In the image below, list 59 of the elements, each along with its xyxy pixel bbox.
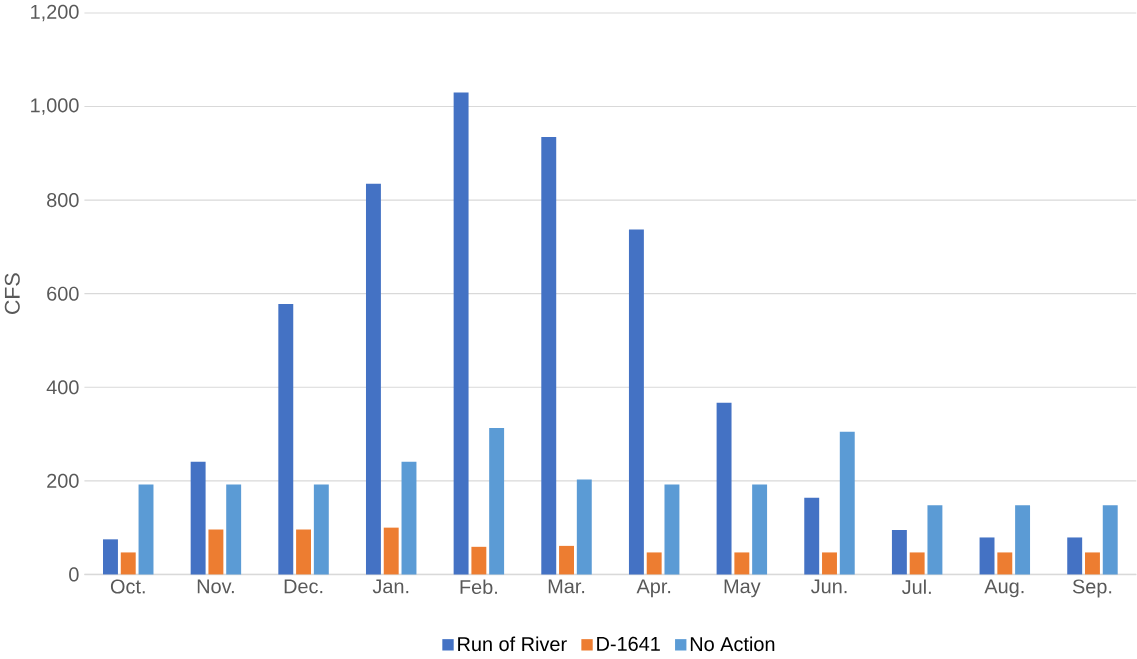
y-tick-label: 1,000 <box>31 98 79 115</box>
bar <box>646 552 662 575</box>
x-tick-label: Sep. <box>1072 579 1112 598</box>
y-tick-label: 600 <box>47 286 79 301</box>
bar <box>716 402 732 575</box>
bar <box>927 505 943 575</box>
bar <box>541 137 557 575</box>
bar <box>453 92 469 575</box>
bar <box>804 497 820 575</box>
bar <box>1085 552 1100 575</box>
y-tick-label: 400 <box>46 380 79 395</box>
bar <box>226 484 242 575</box>
y-axis-title: CFS <box>4 273 20 315</box>
bar <box>190 461 206 575</box>
bar <box>138 484 154 575</box>
bar <box>822 552 837 575</box>
x-tick-label: Oct. <box>110 579 145 594</box>
bar <box>997 552 1013 575</box>
x-tick-label: Feb. <box>460 579 497 595</box>
x-tick-label: Apr. <box>636 579 671 598</box>
bar <box>489 428 505 575</box>
x-tick-label: May <box>724 579 761 598</box>
bar <box>576 479 592 575</box>
legend-label: Run of River <box>458 636 567 652</box>
bar <box>103 539 118 575</box>
bar <box>208 529 224 575</box>
bar <box>839 431 855 575</box>
bar <box>1067 537 1083 575</box>
bar <box>664 484 680 575</box>
bar <box>891 530 907 575</box>
y-tick-label: 800 <box>47 193 79 208</box>
bar <box>628 229 644 575</box>
bar <box>401 461 417 575</box>
x-tick-label: Jun. <box>811 579 847 594</box>
bar <box>734 552 750 575</box>
bar <box>296 529 312 575</box>
bar <box>909 552 925 575</box>
bar <box>1015 505 1031 575</box>
y-tick-label: 200 <box>47 473 79 489</box>
bar <box>313 484 329 575</box>
x-tick-label: Jul. <box>901 579 931 595</box>
x-tick-label: Aug. <box>984 579 1024 598</box>
x-tick-label: Dec. <box>284 579 323 594</box>
bar <box>383 527 399 575</box>
bar <box>120 552 136 575</box>
y-tick-label: 0 <box>69 567 79 582</box>
bar <box>559 545 574 575</box>
legend-label: No Action <box>690 636 775 652</box>
bar <box>752 484 768 575</box>
bar <box>365 183 381 575</box>
bar <box>979 537 995 575</box>
x-tick-label: Mar. <box>548 579 585 594</box>
bar <box>1102 505 1118 575</box>
x-tick-label: Nov. <box>197 579 234 594</box>
legend-label: D-1641 <box>597 636 660 652</box>
bar <box>471 546 487 575</box>
bar <box>278 304 294 575</box>
y-tick-label: 1,200 <box>31 4 79 22</box>
x-tick-label: Jan. <box>372 579 409 594</box>
